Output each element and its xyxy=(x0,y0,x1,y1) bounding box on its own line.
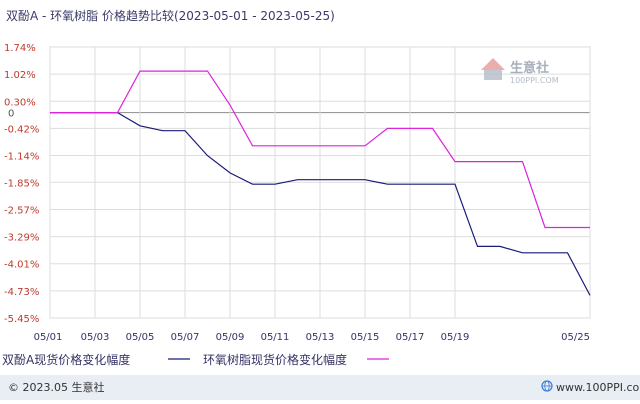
footer-url[interactable]: www.100PPI.com xyxy=(556,381,640,394)
chart-title: 双酚A - 环氧树脂 价格趋势比较(2023-05-01 - 2023-05-2… xyxy=(6,8,335,23)
watermark-url: 100PPI.COM xyxy=(510,76,559,85)
y-axis-ticks: 1.74% 1.02% 0.30%0 -0.42% -1.14% -1.85% -2.57%… xyxy=(4,43,39,325)
legend-label-bpa: 双酚A现货价格变化幅度 xyxy=(2,352,130,367)
y-tick-label: -4.01% xyxy=(4,260,39,271)
x-tick-label: 05/09 xyxy=(216,332,245,343)
x-tick-label: 05/25 xyxy=(561,332,590,343)
series-line-bpa xyxy=(50,111,591,296)
y-tick-label: -5.45% xyxy=(4,314,39,325)
x-tick-label: 05/19 xyxy=(441,332,470,343)
y-tick-label: 0 xyxy=(8,109,14,120)
y-tick-label: -2.57% xyxy=(4,205,39,216)
footer-bar xyxy=(0,375,640,400)
x-tick-label: 05/17 xyxy=(396,332,425,343)
series-lines xyxy=(50,70,591,296)
y-tick-label: 1.02% xyxy=(4,70,36,81)
legend-label-epoxy: 环氧树脂现货价格变化幅度 xyxy=(203,352,347,367)
x-tick-label: 05/01 xyxy=(34,332,63,343)
x-axis-ticks: 05/01 05/03 05/05 05/07 05/09 05/11 05/13 05/15… xyxy=(34,332,590,343)
y-tick-label: -1.85% xyxy=(4,178,39,189)
y-tick-label: 0.30% xyxy=(4,97,36,108)
x-tick-label: 05/15 xyxy=(351,332,380,343)
y-tick-label: -0.42% xyxy=(4,124,39,135)
watermark-logo: 生意社 100PPI.COM xyxy=(481,58,559,85)
footer-link[interactable]: www.100PPI.com xyxy=(541,380,640,394)
legend: 双酚A现货价格变化幅度 环氧树脂现货价格变化幅度 xyxy=(2,352,389,367)
y-tick-label: -1.14% xyxy=(4,152,39,163)
y-tick-label: -3.29% xyxy=(4,233,39,244)
footer-copyright: © 2023.05 生意社 xyxy=(8,380,104,394)
x-tick-label: 05/13 xyxy=(306,332,335,343)
y-tick-label: 1.74% xyxy=(4,43,36,54)
x-tick-label: 05/11 xyxy=(261,332,290,343)
x-tick-label: 05/05 xyxy=(126,332,155,343)
y-tick-label: -4.73% xyxy=(4,287,39,298)
grid-lines xyxy=(49,46,591,319)
x-tick-label: 05/07 xyxy=(171,332,200,343)
globe-icon xyxy=(541,380,553,392)
house-icon xyxy=(481,58,505,80)
watermark-brand: 生意社 xyxy=(510,60,549,76)
x-tick-label: 05/03 xyxy=(81,332,110,343)
series-line-epoxy xyxy=(50,70,590,229)
